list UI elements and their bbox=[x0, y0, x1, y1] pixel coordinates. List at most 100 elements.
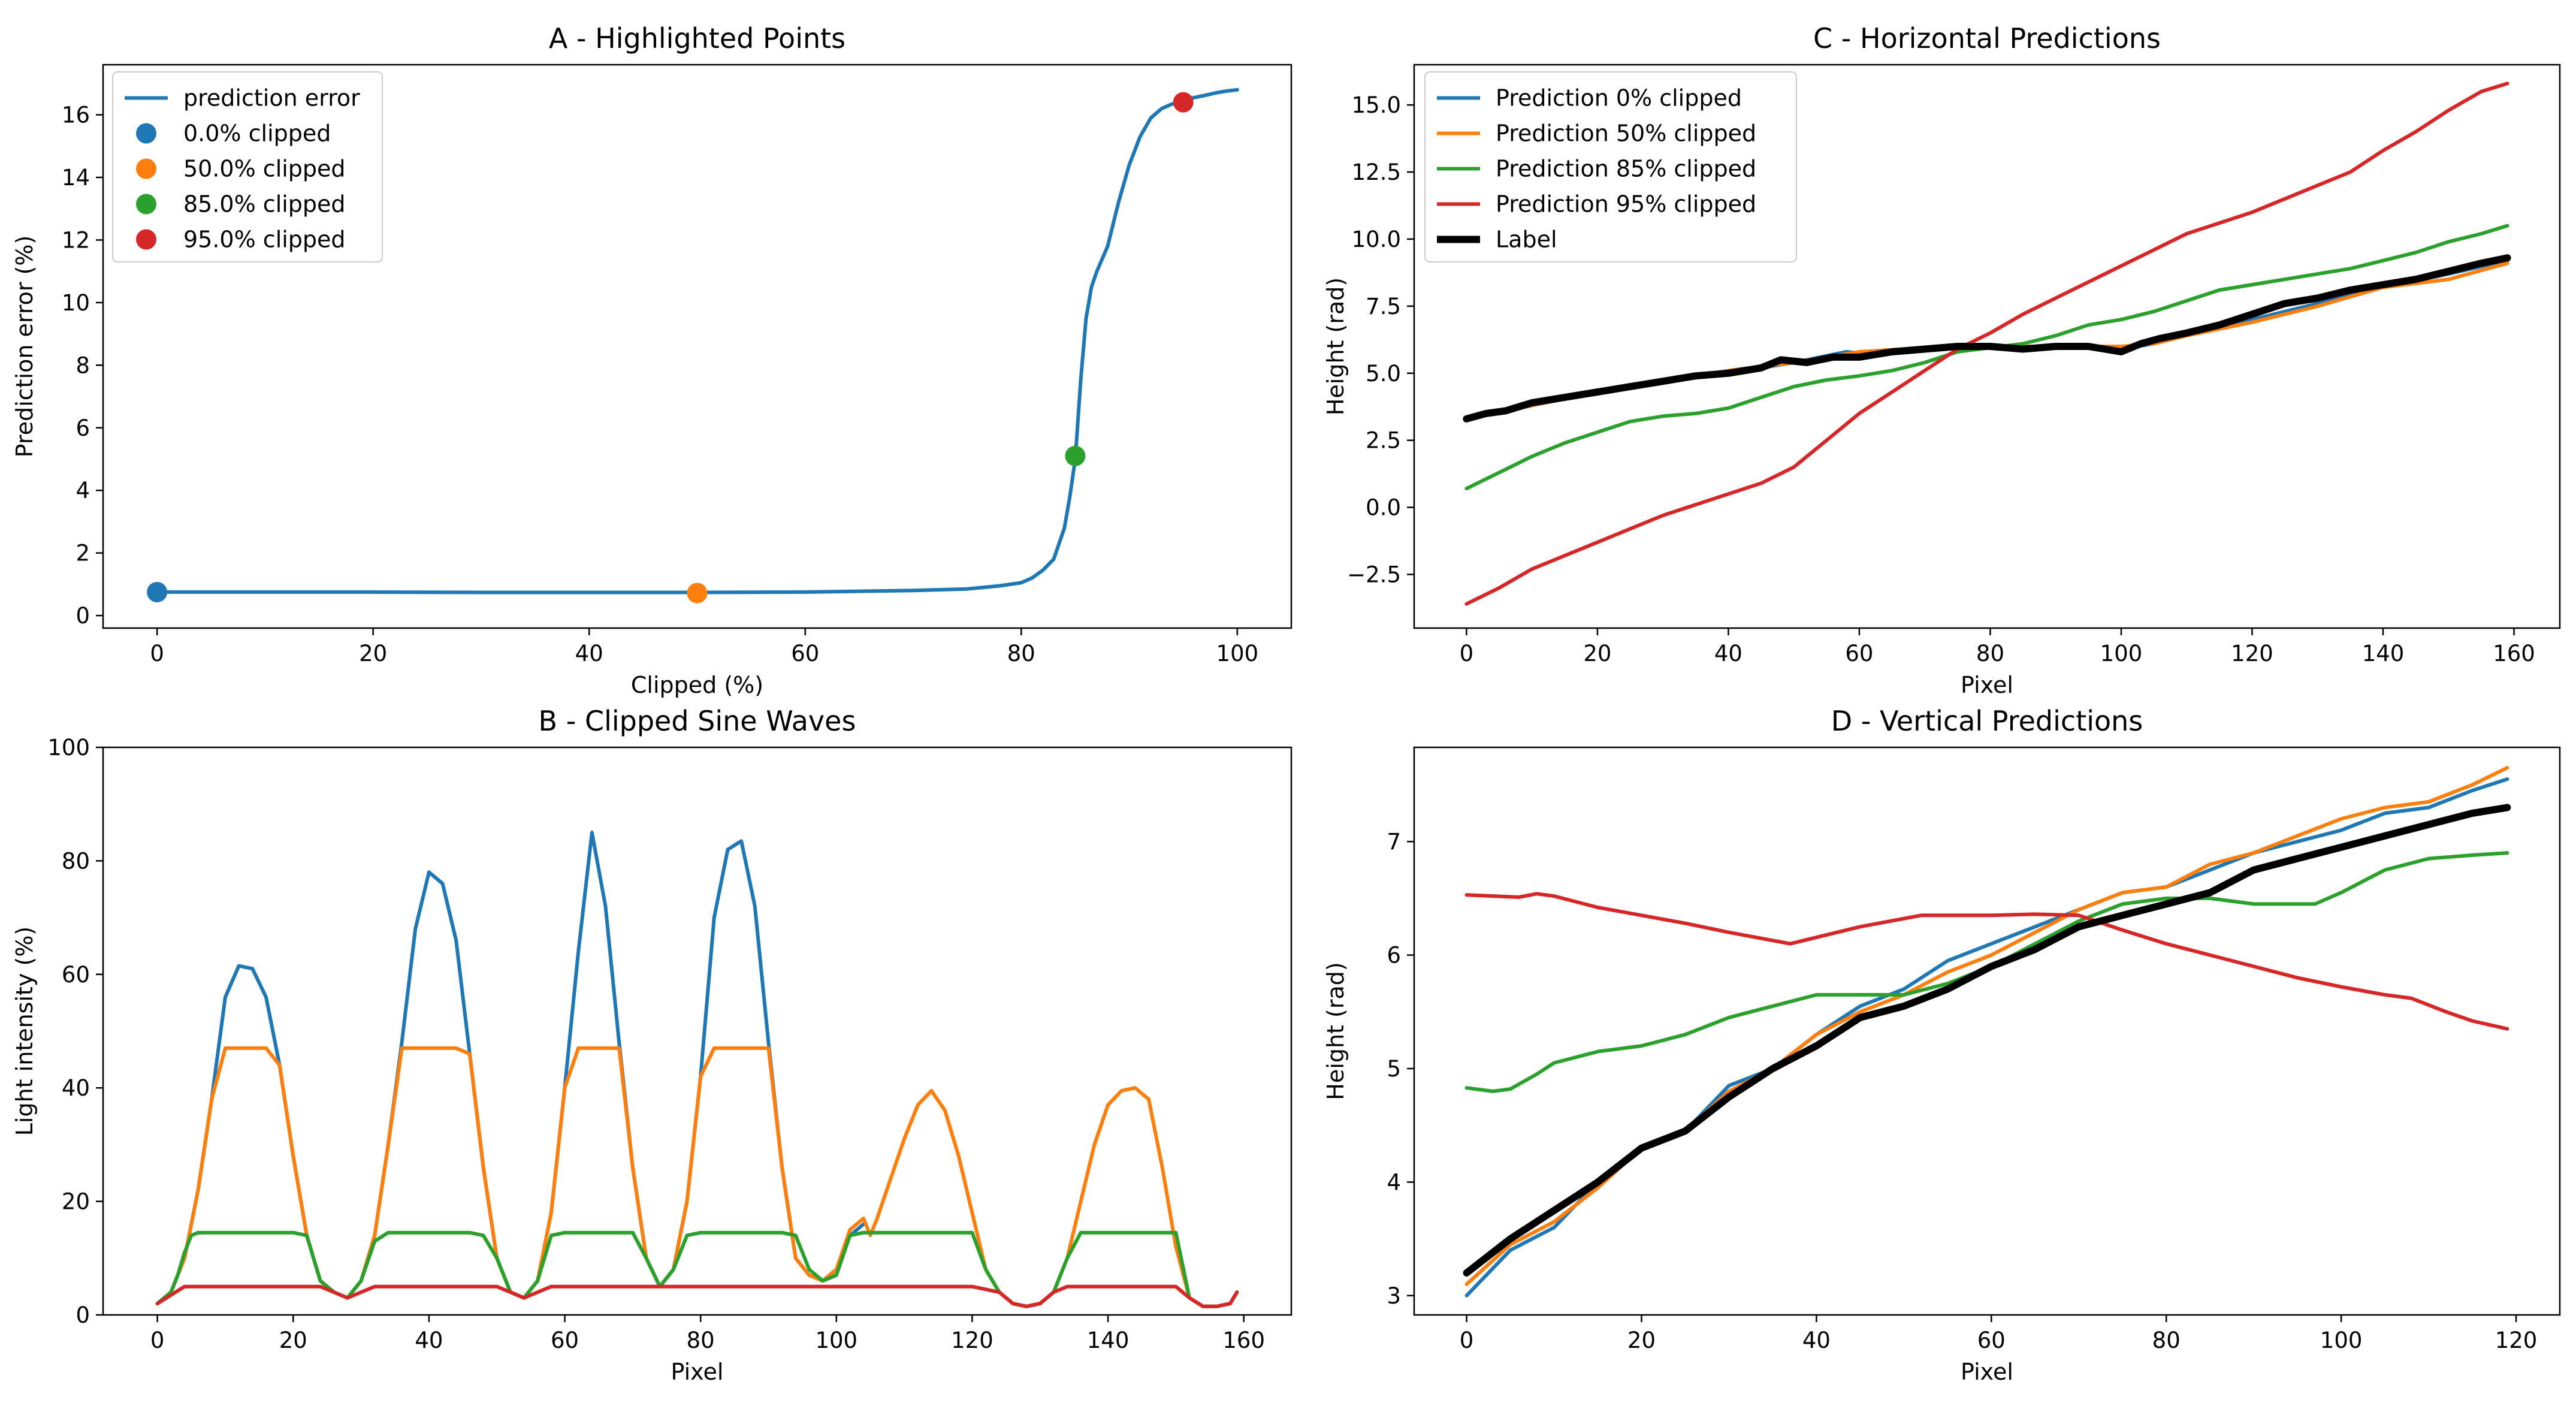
panel-title: B - Clipped Sine Waves bbox=[539, 705, 856, 737]
x-tick-label: 120 bbox=[951, 1327, 993, 1353]
highlight-point bbox=[1173, 92, 1194, 113]
x-tick-label: 40 bbox=[1714, 641, 1743, 666]
y-tick-label: 16 bbox=[62, 102, 90, 128]
y-tick-label: 10 bbox=[62, 290, 90, 316]
panel-title: C - Horizontal Predictions bbox=[1813, 22, 2161, 55]
y-tick-label: 3 bbox=[1387, 1283, 1401, 1309]
y-tick-label: 4 bbox=[1387, 1169, 1401, 1195]
legend-label: Label bbox=[1496, 227, 1557, 253]
x-tick-label: 100 bbox=[815, 1327, 857, 1353]
plot-area bbox=[1463, 766, 2511, 1298]
x-tick-label: 0 bbox=[1460, 641, 1474, 666]
x-axis-label: Pixel bbox=[671, 1359, 724, 1385]
x-tick-label: 40 bbox=[415, 1327, 443, 1353]
legend-label: Prediction 95% clipped bbox=[1496, 191, 1756, 218]
series-line-85-clipped bbox=[155, 1230, 1239, 1308]
x-tick-label: 100 bbox=[2320, 1327, 2363, 1353]
legend-label: 0.0% clipped bbox=[183, 120, 331, 147]
legend-marker bbox=[136, 229, 156, 250]
y-tick-label: 0 bbox=[76, 1302, 90, 1328]
legend-label: Prediction 85% clipped bbox=[1496, 156, 1756, 182]
y-tick-label: 10.0 bbox=[1352, 227, 1401, 252]
series-line-label bbox=[1463, 254, 2511, 423]
legend-label: prediction error bbox=[183, 85, 360, 111]
y-tick-label: 0.0 bbox=[1366, 495, 1401, 521]
series-line-prediction-95-clipped bbox=[1464, 82, 2509, 606]
panel-b: B - Clipped Sine Waves 0 20 40 60 80 100 120 140… bbox=[11, 705, 1292, 1385]
x-tick-label: 0 bbox=[150, 1327, 165, 1353]
y-tick-label: −2.5 bbox=[1347, 562, 1401, 587]
x-tick-label: 80 bbox=[1007, 641, 1035, 666]
y-tick-label: 2.5 bbox=[1366, 428, 1401, 454]
series-line-label bbox=[1463, 804, 2511, 1277]
y-tick-label: 0 bbox=[76, 603, 90, 629]
legend-marker bbox=[136, 123, 156, 144]
legend-marker bbox=[136, 158, 156, 179]
legend: prediction error 0.0% clipped 50.0% clippe… bbox=[112, 71, 383, 263]
panel-c: C - Horizontal Predictions 0 20 40 60 80 100 12… bbox=[1322, 22, 2561, 698]
x-tick-label: 0 bbox=[1460, 1327, 1474, 1353]
y-tick-label: 6 bbox=[1387, 943, 1401, 969]
x-tick-label: 160 bbox=[1222, 1327, 1265, 1353]
x-tick-label: 60 bbox=[1977, 1327, 2006, 1353]
x-tick-label: 160 bbox=[2493, 641, 2535, 666]
x-tick-label: 80 bbox=[1976, 641, 2004, 666]
x-tick-label: 120 bbox=[2495, 1327, 2538, 1353]
x-tick-label: 40 bbox=[575, 641, 603, 666]
y-tick-label: 14 bbox=[62, 165, 90, 191]
axes-frame bbox=[1413, 64, 2561, 629]
x-tick-label: 60 bbox=[1845, 641, 1873, 666]
y-tick-label: 4 bbox=[76, 478, 90, 503]
highlight-point bbox=[687, 583, 708, 604]
x-tick-label: 60 bbox=[551, 1327, 579, 1353]
legend-label: 85.0% clipped bbox=[183, 191, 346, 218]
x-tick-label: 140 bbox=[1087, 1327, 1130, 1353]
x-tick-label: 60 bbox=[791, 641, 819, 666]
axes-frame bbox=[1413, 746, 2561, 1316]
x-axis-label: Clipped (%) bbox=[631, 672, 763, 698]
y-tick-label: 5.0 bbox=[1366, 361, 1401, 387]
legend-box bbox=[1424, 71, 1797, 263]
panel-d: D - Vertical Predictions 0 20 40 60 80 100 120 3… bbox=[1322, 705, 2561, 1385]
legend-label: 50.0% clipped bbox=[183, 156, 346, 182]
y-tick-label: 15.0 bbox=[1352, 92, 1401, 118]
x-tick-label: 100 bbox=[2100, 641, 2143, 666]
y-tick-label: 2 bbox=[76, 541, 90, 566]
x-tick-label: 40 bbox=[1802, 1327, 1831, 1353]
y-tick-label: 40 bbox=[62, 1075, 90, 1101]
x-axis-label: Pixel bbox=[1961, 672, 2013, 698]
x-tick-label: 20 bbox=[1627, 1327, 1656, 1353]
y-tick-label: 5 bbox=[1387, 1056, 1401, 1082]
legend-label: Prediction 50% clipped bbox=[1496, 120, 1756, 147]
legend-label: 95.0% clipped bbox=[183, 227, 346, 253]
plot-area bbox=[155, 831, 1239, 1308]
plot-area bbox=[147, 88, 1239, 604]
legend-marker bbox=[136, 194, 156, 215]
panel-title: D - Vertical Predictions bbox=[1831, 705, 2143, 737]
x-tick-label: 140 bbox=[2362, 641, 2405, 666]
x-tick-label: 20 bbox=[279, 1327, 307, 1353]
legend: Prediction 0% clipped Prediction 50% clip… bbox=[1424, 71, 1797, 263]
y-tick-label: 6 bbox=[76, 415, 90, 441]
y-tick-label: 8 bbox=[76, 352, 90, 378]
legend-box bbox=[112, 71, 383, 263]
y-tick-label: 20 bbox=[62, 1189, 90, 1215]
x-tick-label: 100 bbox=[1216, 641, 1259, 666]
legend-label: Prediction 0% clipped bbox=[1496, 85, 1742, 111]
y-tick-label: 7 bbox=[1387, 829, 1401, 855]
y-axis-label: Height (rad) bbox=[1322, 277, 1349, 415]
x-tick-label: 20 bbox=[1583, 641, 1611, 666]
plot-area bbox=[1463, 82, 2511, 606]
highlight-point bbox=[1065, 445, 1086, 466]
y-axis-label: Height (rad) bbox=[1322, 962, 1349, 1100]
x-axis-label: Pixel bbox=[1961, 1359, 2013, 1385]
y-tick-label: 100 bbox=[47, 735, 90, 761]
y-axis-label: Prediction error (%) bbox=[11, 236, 38, 458]
panel-a: A - Highlighted Points 0 20 40 60 80 100 0 2 4 6 8 1… bbox=[11, 22, 1292, 698]
y-axis-label: Light intensity (%) bbox=[11, 927, 38, 1136]
series-line-prediction-95-clipped bbox=[1464, 892, 2509, 1031]
highlight-point bbox=[147, 581, 168, 602]
axes-frame bbox=[102, 64, 1292, 629]
